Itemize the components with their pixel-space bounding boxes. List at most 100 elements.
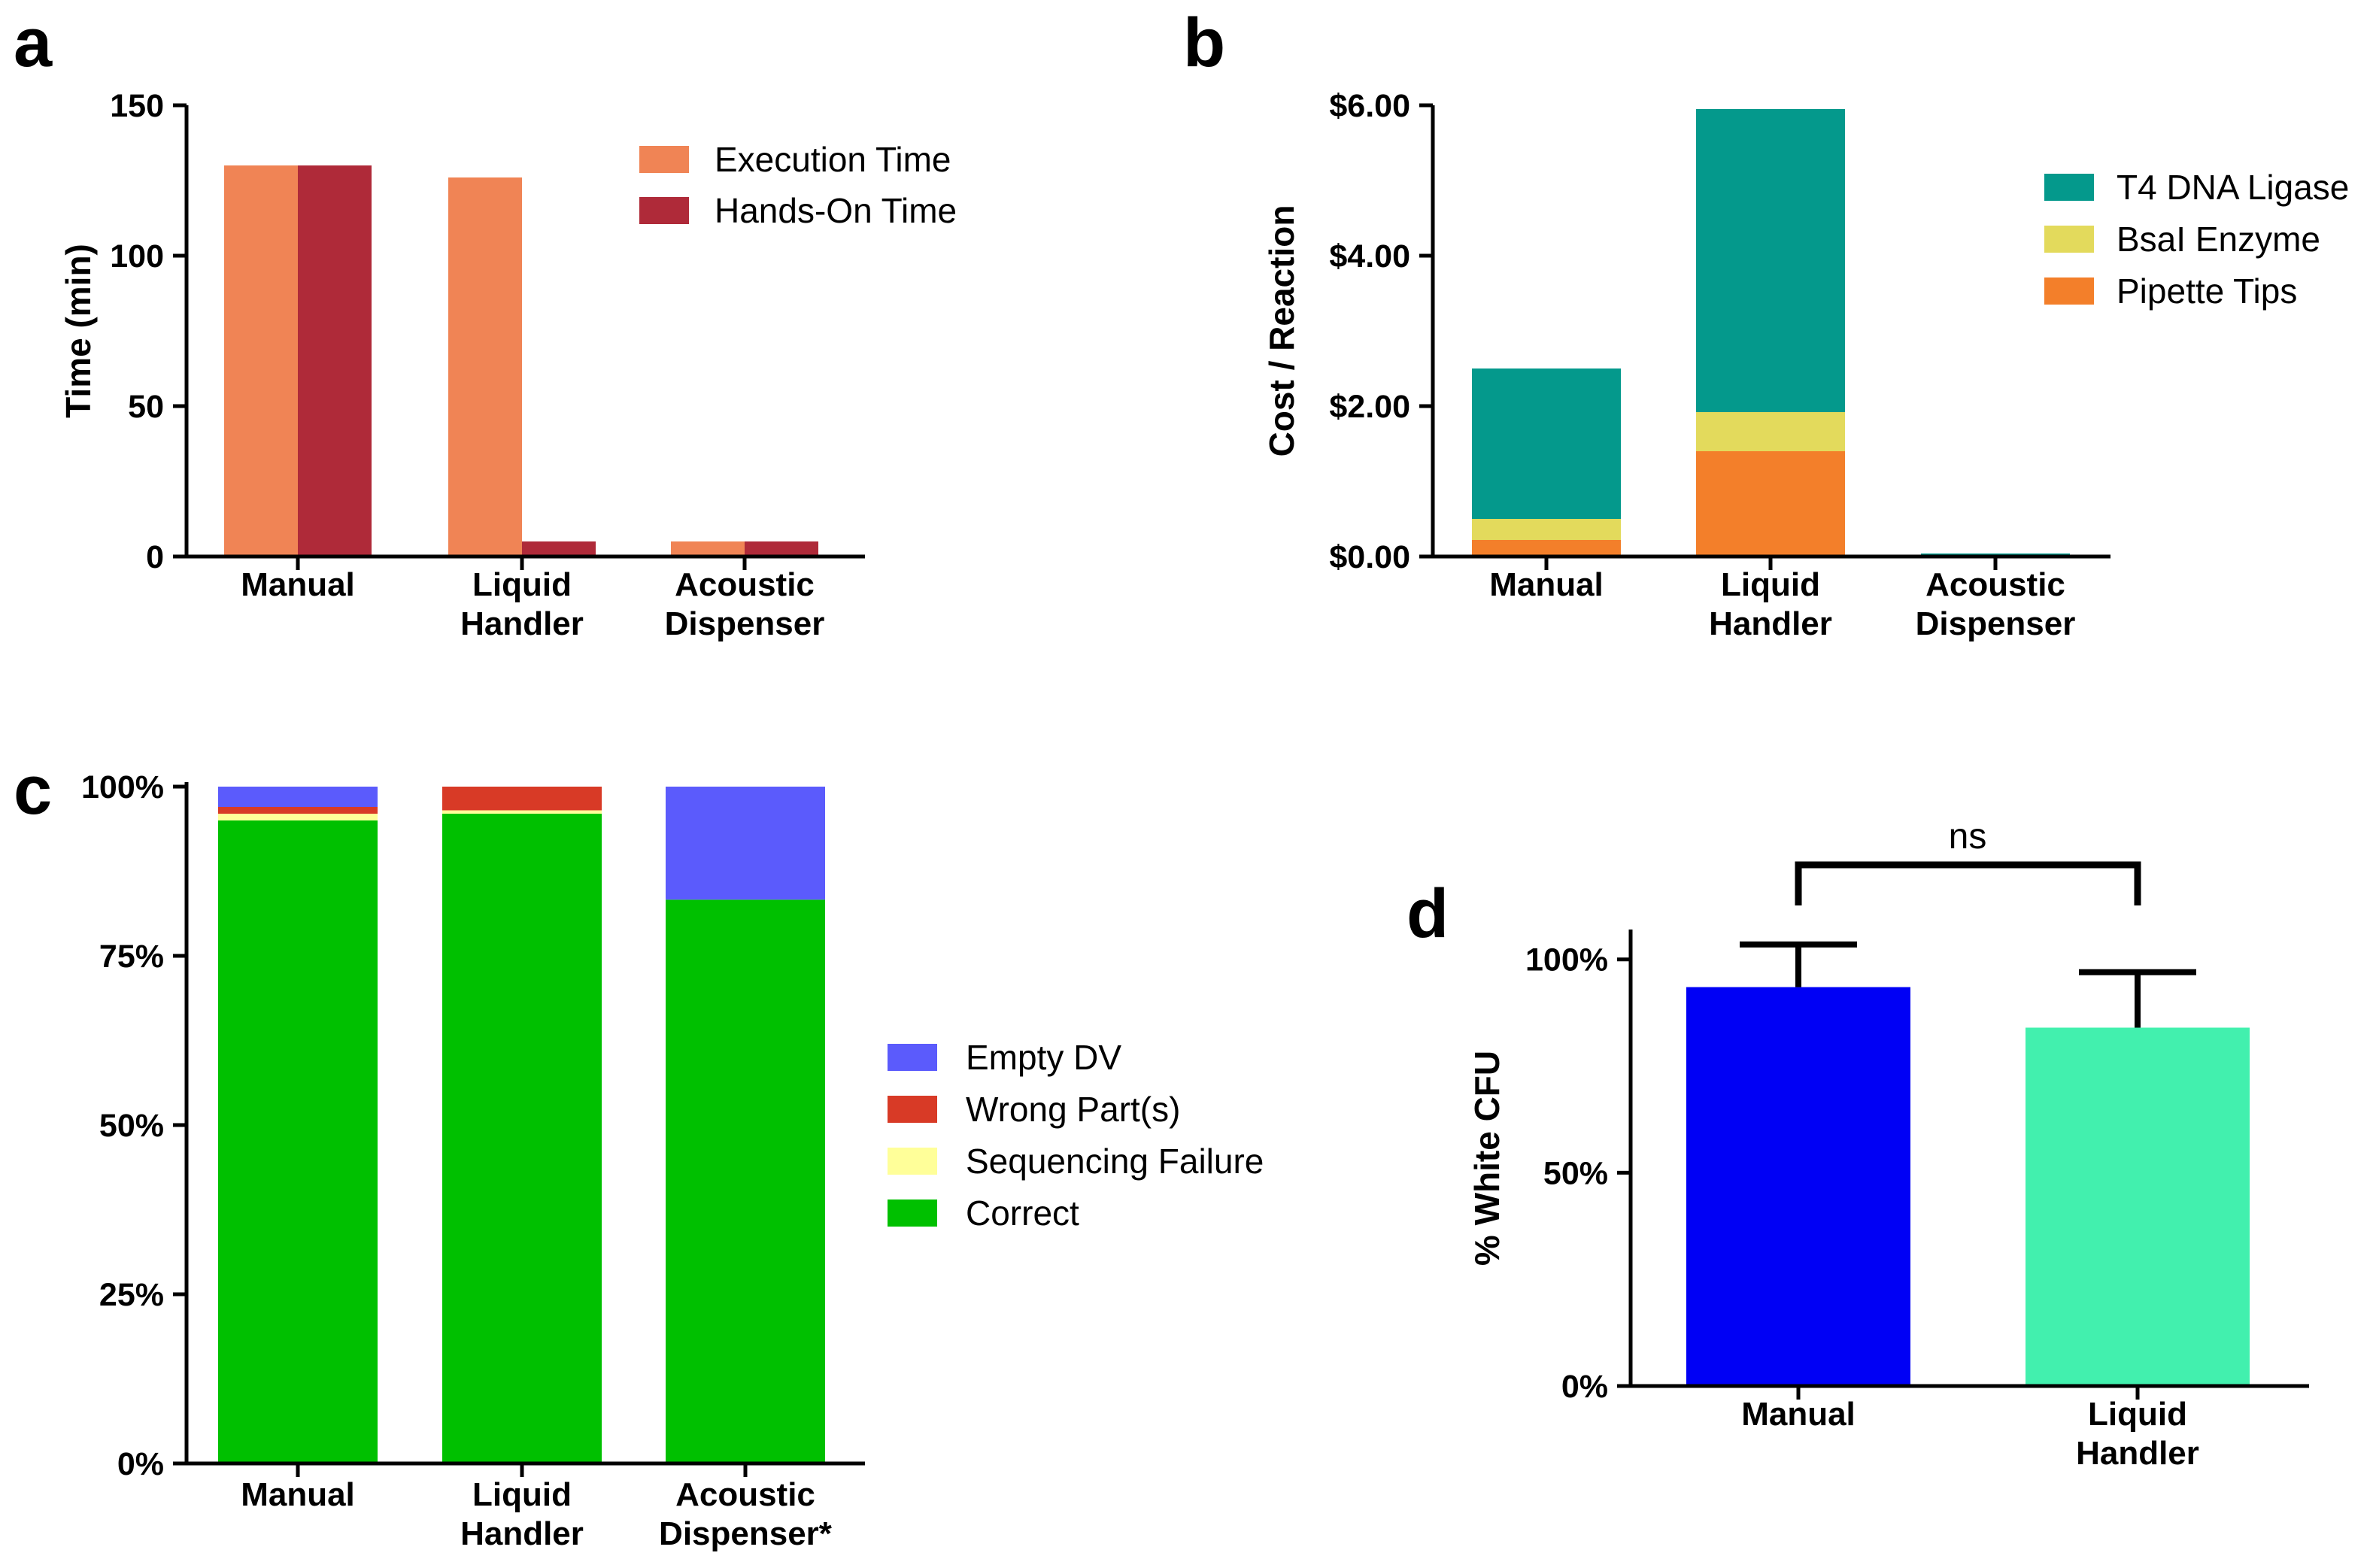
x-category-label: Liquid xyxy=(472,566,572,603)
x-category-label: Handler xyxy=(1709,605,1832,642)
bar-segment-empty-dv xyxy=(666,787,825,900)
legend-swatch-bsai-enzyme xyxy=(2044,226,2094,253)
y-tick-label: 0 xyxy=(146,539,164,575)
x-category-label: Acoustic xyxy=(675,566,815,603)
panel-c-letter: c xyxy=(14,752,52,829)
panel-b-bars xyxy=(1472,109,2070,557)
legend-label-sequencing-failure: Sequencing Failure xyxy=(966,1142,1264,1181)
x-category-label: Manual xyxy=(1489,566,1604,603)
panel-b-axes xyxy=(1431,105,2110,559)
bar-segment-pipette-tips xyxy=(1696,451,1845,557)
x-category-label: Handler xyxy=(460,1515,584,1552)
legend-swatch-pipette-tips xyxy=(2044,278,2094,305)
legend-label-hands-on-time: Hands-On Time xyxy=(715,191,957,230)
y-tick-label: 0% xyxy=(117,1446,164,1482)
panel-d-letter: d xyxy=(1406,875,1449,952)
x-category-label: Dispenser* xyxy=(659,1515,833,1552)
bar-segment-empty-dv xyxy=(218,787,378,807)
bar-segment-wrong-part-s xyxy=(442,787,602,811)
bar-segment-pipette-tips xyxy=(1472,540,1621,557)
significance-label: ns xyxy=(1949,817,1987,857)
bar-segment-sequencing-failure xyxy=(218,814,378,820)
legend-swatch-hands-on-time xyxy=(639,197,689,224)
panel-c-bars xyxy=(218,787,825,1463)
x-category-label: Dispenser xyxy=(665,605,825,642)
bar-segment-wrong-part-s xyxy=(218,807,378,814)
panel-a-letter: a xyxy=(14,5,53,81)
y-tick-label: $0.00 xyxy=(1329,539,1410,575)
x-category-label: Liquid xyxy=(1721,566,1820,603)
bar-execution-time xyxy=(448,177,522,557)
panel-d-y-axis-title: % White CFU xyxy=(1467,1051,1507,1266)
legend-label-wrong-parts: Wrong Part(s) xyxy=(966,1090,1180,1129)
bar-manual xyxy=(1686,987,1910,1386)
panel-d-axes xyxy=(1628,930,2309,1388)
bar-hands-on-time xyxy=(745,541,818,557)
bar-segment-correct xyxy=(218,820,378,1463)
panel-a-y-ticks: 0 50 100 150 xyxy=(110,88,187,575)
panel-d-bars xyxy=(1686,987,2250,1386)
panel-a-bars xyxy=(224,165,818,557)
bar-segment-bsai-enzyme xyxy=(1472,519,1621,540)
bar-liquid-handler xyxy=(2026,1027,2250,1386)
legend-swatch-t4-dna-ligase xyxy=(2044,174,2094,201)
y-tick-label: 100% xyxy=(1525,942,1608,978)
panel-b-y-axis-title: Cost / Reaction xyxy=(1262,205,1301,457)
bar-segment-correct xyxy=(666,899,825,1463)
bar-segment-bsai-enzyme xyxy=(1696,412,1845,451)
panel-c-legend: Empty DV Wrong Part(s) Sequencing Failur… xyxy=(888,1038,1264,1233)
panel-d-error-bars xyxy=(1740,941,2196,1028)
x-category-label: Handler xyxy=(2076,1435,2199,1472)
legend-swatch-empty-dv xyxy=(888,1044,937,1071)
bar-execution-time xyxy=(671,541,745,557)
y-tick-label: 25% xyxy=(99,1277,164,1313)
y-tick-label: 100 xyxy=(110,238,164,274)
x-category-label: Liquid xyxy=(2088,1396,2187,1433)
legend-swatch-execution-time xyxy=(639,146,689,173)
panel-b-legend: T4 DNA Ligase BsaI Enzyme Pipette Tips xyxy=(2044,168,2349,311)
legend-label-bsai-enzyme: BsaI Enzyme xyxy=(2117,220,2320,259)
x-category-label: Dispenser xyxy=(1916,605,2076,642)
y-tick-label: 100% xyxy=(81,769,164,805)
y-tick-label: 75% xyxy=(99,939,164,975)
panel-a-axes xyxy=(184,105,865,559)
legend-label-execution-time: Execution Time xyxy=(715,140,951,179)
y-tick-label: $2.00 xyxy=(1329,389,1410,425)
x-category-label: Handler xyxy=(460,605,584,642)
legend-swatch-sequencing-failure xyxy=(888,1148,937,1175)
legend-swatch-wrong-parts xyxy=(888,1096,937,1123)
legend-label-correct: Correct xyxy=(966,1193,1079,1233)
bar-execution-time xyxy=(224,165,298,557)
significance-bracket xyxy=(1795,861,2141,905)
legend-label-pipette-tips: Pipette Tips xyxy=(2117,271,2297,311)
panel-b-chart: b $0.00 $2.00 $4.00 $6.00 Manual LiquidHandl… xyxy=(1183,5,2349,642)
x-category-label: Acoustic xyxy=(1925,566,2065,603)
y-tick-label: $4.00 xyxy=(1329,238,1410,274)
y-tick-label: 50 xyxy=(128,389,164,425)
panel-a-legend: Execution Time Hands-On Time xyxy=(639,140,957,230)
x-category-label: Liquid xyxy=(472,1476,572,1513)
bar-segment-t4-dna-ligase xyxy=(1472,368,1621,519)
bar-segment-t4-dna-ligase xyxy=(1696,109,1845,412)
panel-c-y-ticks: 0% 25% 50% 75% 100% xyxy=(81,769,187,1482)
x-category-label: Manual xyxy=(1741,1396,1856,1433)
bar-hands-on-time xyxy=(298,165,372,557)
x-category-label: Manual xyxy=(241,566,355,603)
panel-a-y-axis-title: Time (min) xyxy=(59,244,98,418)
y-tick-label: $6.00 xyxy=(1329,88,1410,124)
legend-swatch-correct xyxy=(888,1200,937,1227)
panel-b-letter: b xyxy=(1183,5,1225,81)
x-category-label: Acoustic xyxy=(675,1476,815,1513)
panel-b-y-ticks: $0.00 $2.00 $4.00 $6.00 xyxy=(1329,88,1433,575)
y-tick-label: 50% xyxy=(1543,1155,1608,1191)
y-tick-label: 150 xyxy=(110,88,164,124)
panel-d-y-ticks: 0% 50% 100% xyxy=(1525,942,1631,1405)
legend-label-empty-dv: Empty DV xyxy=(966,1038,1121,1077)
bar-hands-on-time xyxy=(522,541,596,557)
